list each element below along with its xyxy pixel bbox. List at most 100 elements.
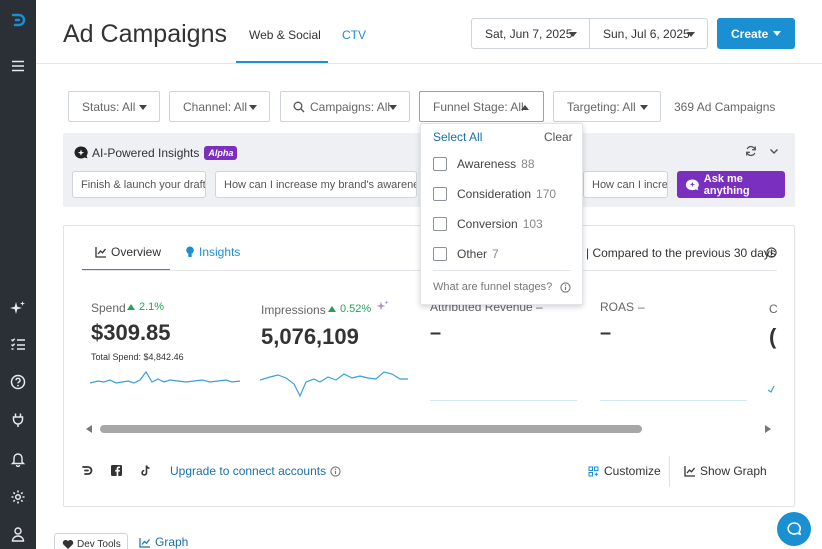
chat-button[interactable] [777, 512, 811, 546]
show-graph-label: Show Graph [700, 464, 767, 478]
status-filter[interactable]: Status: All [68, 91, 160, 122]
impressions-change: 0.52% [328, 303, 371, 315]
help-icon[interactable] [8, 372, 28, 392]
chevron-down-icon [249, 105, 257, 110]
option-label: Other [457, 247, 488, 261]
roas-sparkline [600, 400, 747, 401]
ai-chat-icon [74, 146, 88, 159]
plug-icon[interactable] [8, 410, 28, 430]
funnel-stage-filter[interactable]: Funnel Stage: All [419, 91, 544, 122]
suggestion-chip[interactable]: How can I increase [583, 171, 668, 198]
graph-link[interactable]: Graph [139, 535, 188, 549]
footer-divider [669, 456, 670, 487]
option-count: 7 [492, 247, 499, 261]
date-start-label: Sat, Jun 7, 2025 [485, 26, 573, 41]
customize-button[interactable]: Customize [588, 464, 661, 478]
tab-insights[interactable]: Insights [185, 245, 240, 259]
chevron-up-icon [521, 105, 529, 110]
next-metric-sparkline [768, 385, 775, 393]
date-end-picker[interactable]: Sun, Jul 6, 2025 [589, 18, 708, 49]
tab-overview[interactable]: Overview [95, 245, 161, 259]
funnel-option-consideration[interactable]: Consideration 170 [433, 187, 556, 201]
suggestion-chip[interactable]: Finish & launch your drafts [72, 171, 206, 198]
funnel-stage-filter-label: Funnel Stage: All [433, 99, 524, 114]
checkbox[interactable] [433, 247, 447, 261]
chevron-down-icon [389, 105, 397, 110]
bell-icon[interactable] [8, 449, 28, 469]
scroll-left-icon[interactable] [86, 425, 92, 433]
gear-icon[interactable] [8, 487, 28, 507]
list-icon[interactable] [8, 334, 28, 354]
option-count: 88 [521, 157, 535, 171]
ask-label: Ask me anything [703, 172, 750, 197]
select-all-button[interactable]: Select All [433, 130, 483, 144]
ask-me-anything-button[interactable]: Ask me anything [677, 171, 785, 198]
trend-up-icon [127, 304, 135, 310]
channel-filter[interactable]: Channel: All [169, 91, 270, 122]
dropdown-divider [433, 270, 571, 271]
checkbox[interactable] [433, 187, 447, 201]
lightbulb-icon [186, 246, 194, 257]
spend-change-value: 2.1% [139, 301, 165, 313]
tab-web-social[interactable]: Web & Social [249, 28, 321, 42]
page-title: Ad Campaigns [63, 20, 227, 48]
logo-icon[interactable] [8, 10, 28, 30]
attributed-revenue-value: – [430, 322, 442, 344]
dev-tools-button[interactable]: Dev Tools [54, 533, 128, 549]
campaigns-filter-label: Campaigns: All [310, 99, 391, 114]
refresh-icon[interactable] [745, 145, 757, 157]
heart-icon [62, 539, 74, 549]
facebook-icon [111, 465, 122, 476]
funnel-option-awareness[interactable]: Awareness 88 [433, 157, 535, 171]
funnel-option-conversion[interactable]: Conversion 103 [433, 217, 543, 231]
tab-insights-label: Insights [199, 245, 241, 259]
customize-label: Customize [604, 464, 661, 478]
tab-ctv[interactable]: CTV [342, 28, 366, 42]
spend-label: Spend [91, 301, 126, 315]
ai-insights-label: AI-Powered Insights [92, 146, 200, 160]
scroll-right-icon[interactable] [765, 425, 771, 433]
checkbox[interactable] [433, 157, 447, 171]
menu-icon[interactable] [8, 56, 28, 76]
compare-period-label: | Compared to the previous 30 days [586, 246, 776, 260]
info-icon [330, 465, 341, 477]
targeting-filter[interactable]: Targeting: All [553, 91, 661, 122]
alpha-badge: Alpha [204, 146, 238, 160]
tiktok-icon [141, 465, 150, 476]
clear-button[interactable]: Clear [544, 130, 573, 144]
option-label: Awareness [457, 157, 517, 171]
funnel-option-other[interactable]: Other 7 [433, 247, 499, 261]
ai-chat-icon [685, 178, 699, 190]
suggestion-chip[interactable]: How can I increase my brand's awareness? [215, 171, 417, 198]
funnel-help-link[interactable]: What are funnel stages? [433, 281, 571, 293]
funnel-help-label: What are funnel stages? [433, 281, 553, 293]
attributed-revenue-sparkline [430, 400, 577, 401]
spend-value: $309.85 [91, 320, 171, 345]
search-icon [293, 101, 305, 112]
line-chart-icon [139, 537, 150, 548]
show-graph-button[interactable]: Show Graph [684, 464, 767, 478]
sparkle-icon[interactable] [8, 298, 28, 318]
roas-label: ROAS [600, 300, 635, 314]
user-icon[interactable] [8, 524, 28, 544]
info-icon[interactable] [766, 247, 777, 258]
tab-overview-label: Overview [111, 245, 162, 259]
chevron-down-icon [640, 105, 648, 110]
upgrade-label: Upgrade to connect accounts [170, 464, 327, 478]
channel-filter-label: Channel: All [183, 99, 248, 114]
ai-insights-title: AI-Powered Insights Alpha [73, 145, 238, 161]
header-divider [36, 63, 822, 64]
next-metric-label: C [769, 302, 778, 316]
date-end-label: Sun, Jul 6, 2025 [603, 26, 690, 41]
create-label: Create [731, 26, 769, 41]
scrollbar-thumb[interactable] [100, 425, 642, 433]
trend-up-icon [328, 306, 336, 312]
sparkle-icon[interactable] [376, 300, 389, 313]
create-button[interactable]: Create [717, 18, 795, 49]
date-start-picker[interactable]: Sat, Jun 7, 2025 [471, 18, 590, 49]
campaign-count: 369 Ad Campaigns [674, 100, 776, 114]
campaigns-filter[interactable]: Campaigns: All [280, 91, 410, 122]
upgrade-accounts-link[interactable]: Upgrade to connect accounts [170, 464, 341, 478]
checkbox[interactable] [433, 217, 447, 231]
chevron-down-icon[interactable] [768, 145, 780, 157]
